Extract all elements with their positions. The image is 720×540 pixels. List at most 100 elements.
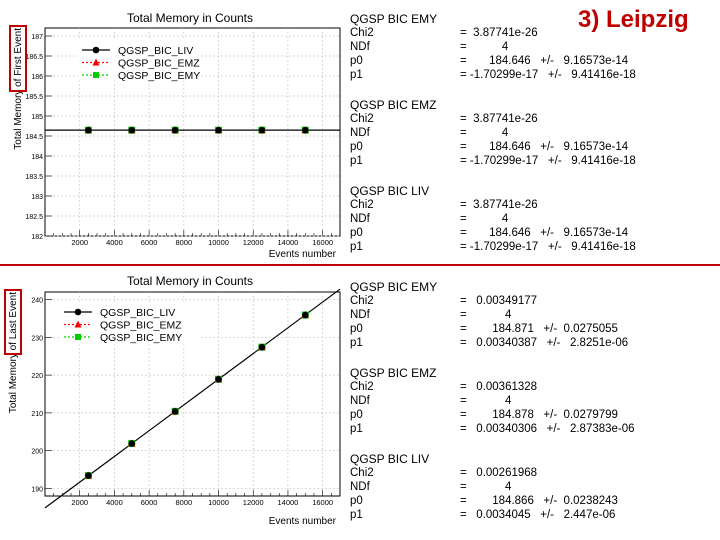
legend-marker — [92, 58, 100, 66]
fit-param-label: p1 — [350, 69, 363, 81]
fit-line — [44, 288, 341, 509]
data-point-qgsp-bic-liv — [171, 126, 179, 134]
y-tick-label: 190 — [31, 486, 43, 493]
legend-marker — [74, 308, 82, 316]
fit-param-label: p0 — [350, 141, 363, 153]
y-axis-label: Total Memory of Last Event — [8, 292, 19, 413]
fit-param-value: = 184.878 +/- 0.0279799 — [460, 409, 618, 421]
first-event-chart-svg: 2000 4000 6000 8000 10000 12000 14000 16000 182 1… — [9, 11, 341, 260]
data-point-qgsp-bic-liv — [258, 126, 266, 134]
legend-marker — [75, 334, 81, 340]
slide-title: 3) Leipzig — [578, 6, 689, 33]
legend-marker — [92, 46, 100, 54]
data-point-qgsp-bic-liv — [301, 311, 309, 319]
fit-param-label: Chi2 — [350, 113, 374, 125]
ylabel-highlight-box — [4, 289, 22, 355]
legend-label: QGSP_BIC_EMY — [118, 70, 200, 82]
legend-marker — [93, 72, 99, 78]
fit-param-label: NDf — [350, 127, 370, 139]
x-tick-label: 2000 — [71, 238, 88, 247]
fit-param-label: p0 — [350, 409, 363, 421]
fit-param-value: = 0.00261968 — [460, 467, 538, 479]
chart-title: Total Memory in Counts — [127, 11, 253, 25]
section-divider — [0, 264, 720, 266]
fit-model-name: QGSP BIC EMZ — [350, 366, 437, 380]
fit-param-label: Chi2 — [350, 27, 374, 39]
y-tick-label: 183 — [31, 194, 43, 201]
legend-box — [59, 301, 201, 345]
x-tick-label: 8000 — [175, 238, 192, 247]
fit-param-value: = 0.0034045 +/- 2.447e-06 — [460, 509, 616, 521]
x-tick-label: 12000 — [243, 238, 264, 247]
fit-param-value: = -1.70299e-17 +/- 9.41416e-18 — [460, 155, 636, 167]
fit-param-value: = -1.70299e-17 +/- 9.41416e-18 — [460, 69, 636, 81]
fit-model-name: QGSP BIC EMY — [350, 280, 438, 294]
y-tick-label: 185.5 — [25, 94, 43, 101]
x-tick-label: 14000 — [278, 238, 299, 247]
y-tick-label: 230 — [31, 335, 43, 342]
fit-param-label: p1 — [350, 155, 363, 167]
fit-param-value: = -1.70299e-17 +/- 9.41416e-18 — [460, 241, 636, 253]
fit-param-label: Chi2 — [350, 295, 374, 307]
data-point-qgsp-bic-liv — [258, 343, 266, 351]
fit-param-label: p1 — [350, 241, 363, 253]
fit-param-value: = 4 — [460, 395, 512, 407]
y-axis-label: Total Memory of First Event — [13, 28, 24, 150]
fit-param-value: = 4 — [460, 481, 512, 493]
y-tick-label: 182.5 — [25, 214, 43, 221]
x-tick-label: 16000 — [312, 238, 333, 247]
fit-param-label: p0 — [350, 323, 363, 335]
chart-title: Total Memory in Counts — [127, 274, 253, 288]
x-tick-label: 6000 — [141, 238, 158, 247]
y-tick-label: 186.5 — [25, 54, 43, 61]
legend-label: QGSP_BIC_EMZ — [100, 320, 182, 332]
fit-param-value: = 0.00349177 — [460, 295, 538, 307]
x-tick-label: 12000 — [243, 498, 264, 507]
y-tick-label: 184.5 — [25, 134, 43, 141]
fit-param-label: Chi2 — [350, 381, 374, 393]
last-event-chart: 2000 4000 6000 8000 10000 12000 14000 16000 190 2… — [0, 268, 345, 533]
x-tick-label: 10000 — [208, 498, 229, 507]
x-tick-label: 2000 — [71, 498, 88, 507]
fit-param-label: p0 — [350, 55, 363, 67]
x-tick-label: 6000 — [141, 498, 158, 507]
y-tick-label: 186 — [31, 74, 43, 81]
legend-marker — [74, 320, 82, 328]
fit-param-label: Chi2 — [350, 467, 374, 479]
y-tick-label: 184 — [31, 154, 43, 161]
legend-label: QGSP_BIC_EMY — [100, 332, 182, 344]
fit-param-label: p0 — [350, 495, 363, 507]
x-tick-label: 16000 — [312, 498, 333, 507]
legend-label: QGSP_BIC_LIV — [118, 45, 193, 57]
x-axis-label: Events number — [269, 249, 337, 260]
x-tick-label: 4000 — [106, 238, 123, 247]
fit-param-value: = 3.87741e-26 — [460, 199, 538, 211]
fit-param-value: = 184.871 +/- 0.0275055 — [460, 323, 618, 335]
fit-model-name: QGSP BIC LIV — [350, 452, 430, 466]
y-tick-label: 185 — [31, 114, 43, 121]
fit-model-name: QGSP BIC EMZ — [350, 98, 437, 112]
fit-param-label: p0 — [350, 227, 363, 239]
fit-param-value: = 4 — [460, 309, 512, 321]
fit-param-label: NDf — [350, 41, 370, 53]
fit-param-label: NDf — [350, 395, 370, 407]
y-tick-label: 240 — [31, 298, 43, 305]
y-tick-label: 183.5 — [25, 174, 43, 181]
fit-param-label: p1 — [350, 509, 363, 521]
last-event-chart-svg: 2000 4000 6000 8000 10000 12000 14000 16000 190 2… — [4, 274, 341, 527]
y-tick-label: 200 — [31, 449, 43, 456]
fit-model-name: QGSP BIC EMY — [350, 12, 438, 26]
fit-param-label: p1 — [350, 423, 363, 435]
data-point-qgsp-bic-liv — [85, 126, 92, 134]
data-point-qgsp-bic-liv — [128, 126, 136, 134]
ylabel-highlight-box — [9, 25, 27, 92]
data-point-qgsp-bic-liv — [215, 375, 222, 383]
y-tick-label: 210 — [31, 411, 43, 418]
x-tick-label: 14000 — [278, 498, 299, 507]
y-tick-label: 182 — [31, 234, 43, 241]
data-point-qgsp-bic-liv — [301, 126, 309, 134]
x-tick-label: 4000 — [106, 498, 123, 507]
fit-param-label: p1 — [350, 337, 363, 349]
data-point-qgsp-bic-liv — [128, 440, 136, 447]
fit-model-name: QGSP BIC LIV — [350, 184, 430, 198]
